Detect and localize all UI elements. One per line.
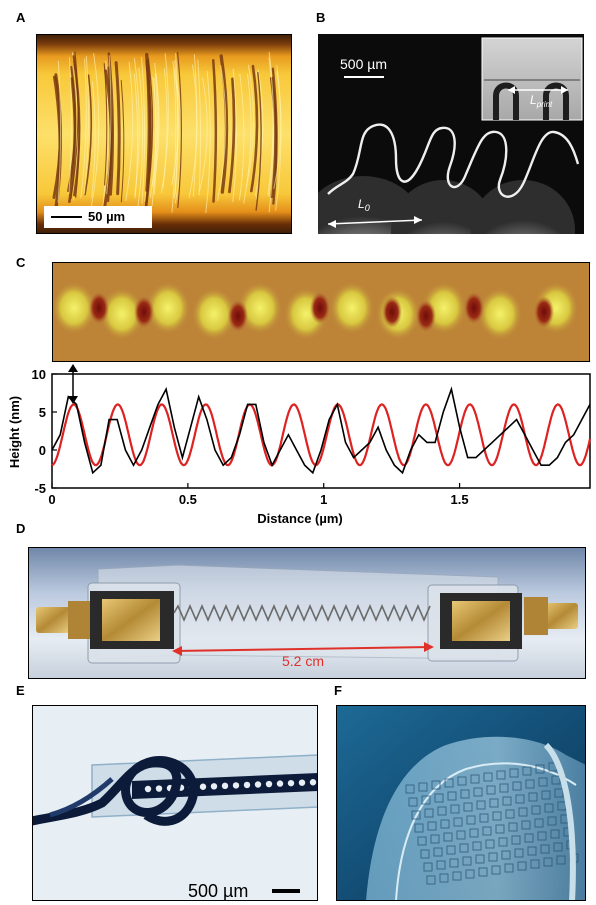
y-tick-label: 5 xyxy=(39,405,46,420)
x-tick-label: 1.5 xyxy=(451,492,469,507)
plot-area xyxy=(51,373,591,489)
y-tick-label: 0 xyxy=(39,443,46,458)
panel-e-image: 500 µm xyxy=(32,705,318,901)
panel-f-image xyxy=(336,705,586,901)
series-measured-line xyxy=(51,386,591,475)
y-axis-label: Height (nm) xyxy=(7,396,22,468)
scale-bar-label-a: 50 µm xyxy=(88,209,126,224)
panel-label-d: D xyxy=(16,521,26,536)
svg-text:L0: L0 xyxy=(358,197,370,213)
x-tick-label: 0.5 xyxy=(179,492,197,507)
panel-label-a: A xyxy=(16,10,26,25)
scale-bar-label-b: 500 µm xyxy=(340,56,387,72)
l0-subscript: 0 xyxy=(365,203,370,213)
panel-a-image xyxy=(36,34,292,234)
lprint-subscript: print xyxy=(536,100,553,109)
panel-label-c: C xyxy=(16,255,26,270)
y-tick-label: -5 xyxy=(34,481,46,496)
scale-bar-label-e: 500 µm xyxy=(188,881,248,901)
panel-label-b: B xyxy=(316,10,326,25)
panel-c-afm-image xyxy=(52,262,590,362)
l0-arrow xyxy=(327,219,423,225)
l0-label: L xyxy=(358,197,365,211)
scale-bar-box xyxy=(44,206,152,228)
x-tick-label: 0 xyxy=(48,492,55,507)
lprint-label: L xyxy=(530,93,537,107)
panel-d-image: 5.2 cm xyxy=(28,547,586,679)
x-axis-label: Distance (µm) xyxy=(257,511,343,526)
panel-b-image: 500 µm L0 Lprint xyxy=(318,34,584,234)
y-tick-label: 10 xyxy=(32,367,46,382)
panel-label-e: E xyxy=(16,683,25,698)
panel-label-f: F xyxy=(334,683,342,698)
svg-text:Lprint: Lprint xyxy=(530,93,553,109)
series-model-line xyxy=(51,403,592,467)
x-tick-label: 1 xyxy=(320,492,327,507)
length-arrow xyxy=(173,646,433,652)
length-label: 5.2 cm xyxy=(282,653,324,669)
